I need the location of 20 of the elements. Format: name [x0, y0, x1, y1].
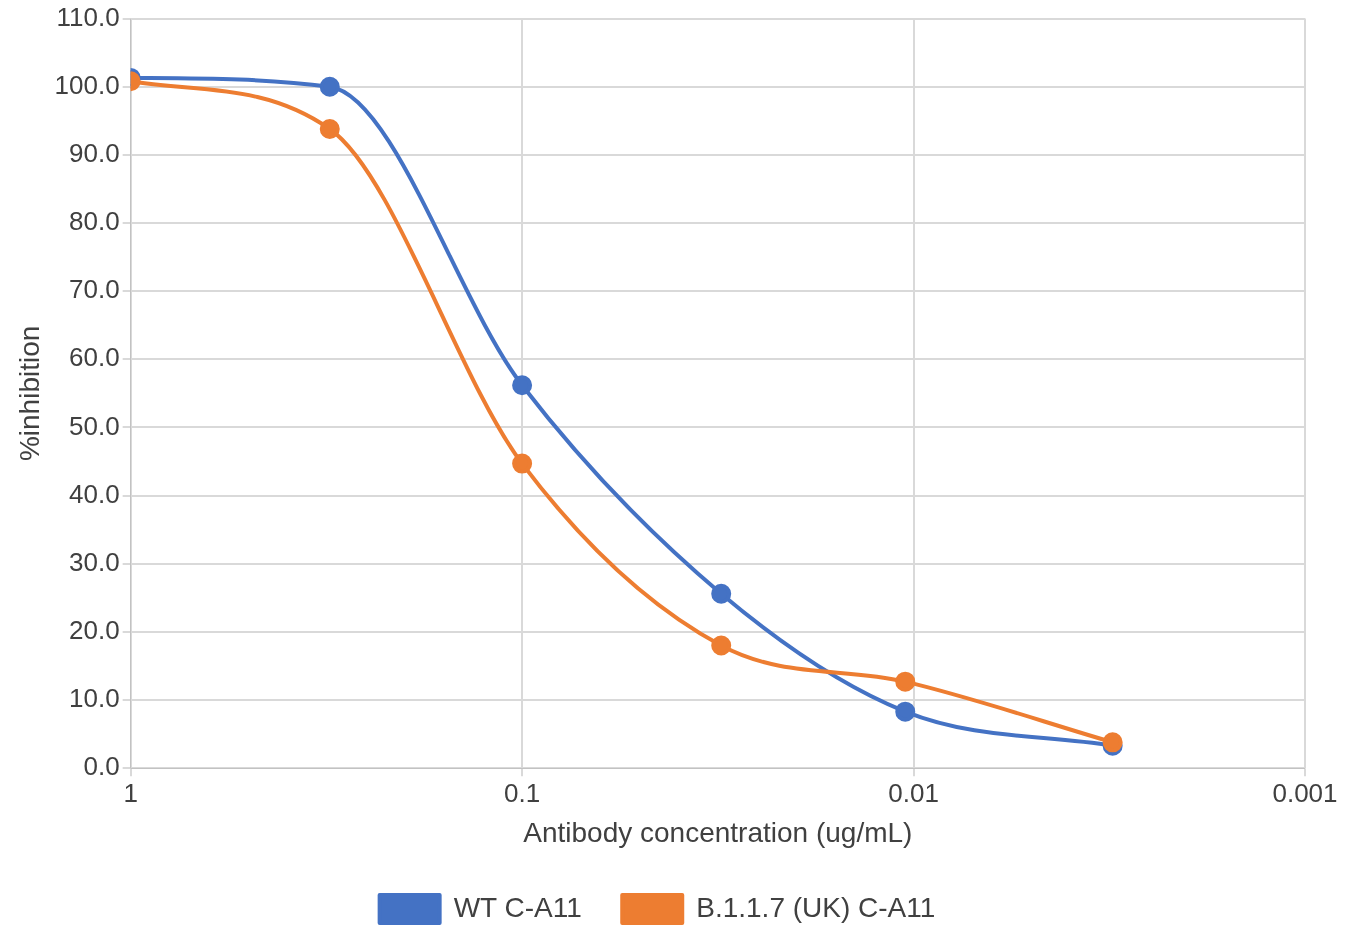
- y-tick-label: 70.0: [69, 274, 120, 305]
- y-tick-label: 80.0: [69, 206, 120, 237]
- y-tick-label: 90.0: [69, 138, 120, 169]
- legend-label: B.1.1.7 (UK) C-A11: [696, 891, 936, 923]
- x-tick-label: 0.01: [888, 777, 939, 808]
- y-tick-label: 110.0: [56, 1, 120, 32]
- y-tick-label: 100.0: [54, 69, 120, 100]
- x-tick-label: 0.1: [504, 777, 541, 808]
- y-tick-label: 10.0: [69, 683, 120, 714]
- x-tick-label: 1: [123, 777, 138, 808]
- x-axis-title: Antibody concentration (ug/mL): [523, 816, 913, 848]
- x-tick-label: 0.001: [1272, 777, 1338, 808]
- y-tick-label: 0.0: [83, 751, 120, 782]
- y-tick-label: 40.0: [69, 478, 120, 509]
- y-tick-label: 30.0: [69, 546, 120, 577]
- legend-label: WT C-A11: [453, 891, 582, 923]
- y-tick-label: 20.0: [69, 615, 120, 646]
- y-tick-label: 50.0: [69, 410, 120, 441]
- y-axis-title: %inhibition: [13, 325, 45, 462]
- y-tick-label: 60.0: [69, 342, 120, 373]
